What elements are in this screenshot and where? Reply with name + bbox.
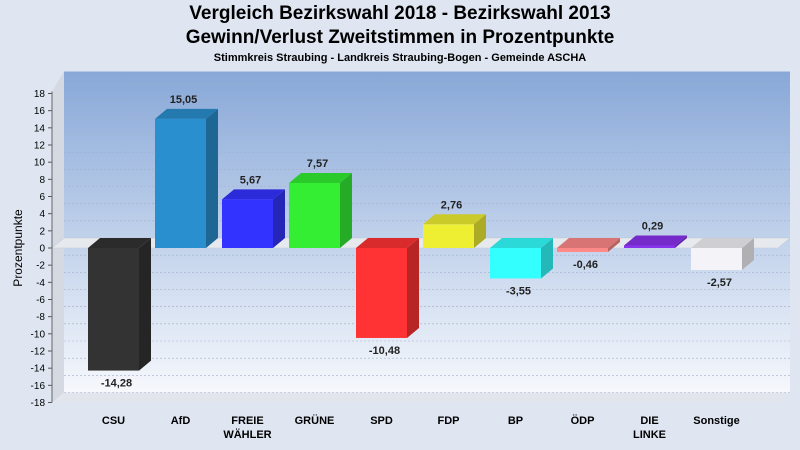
y-tick-label: 12 [34,141,46,152]
bar-top [624,235,687,246]
bar-top [88,238,151,248]
bar-side [608,238,620,252]
y-tick-label: -10 [31,329,46,340]
bar-2 [222,189,285,248]
y-tick-label: -14 [31,364,46,375]
value-label: 0,29 [642,221,663,233]
bar-0 [88,238,151,371]
bar-side [675,235,687,248]
bar-top [356,238,419,248]
bar-7 [557,238,620,252]
bar-top [691,238,754,248]
y-tick-label: -6 [36,295,45,306]
value-label: -3,55 [506,285,531,297]
bar-top [222,189,285,200]
bar-3 [289,173,352,248]
bar-1 [155,108,218,248]
value-label: -14,28 [101,378,132,390]
value-label: 15,05 [170,94,198,106]
bar-side [407,238,419,338]
bar-top [490,238,553,248]
category-label: AfD [171,415,191,427]
bar-front [423,224,474,248]
bar-front [691,248,742,271]
y-tick-label: 2 [39,226,45,237]
category-label: BP [508,415,523,427]
y-axis-label: Prozentpunkte [11,209,25,287]
bar-front [88,248,139,371]
bar-4 [356,238,419,338]
y-tick-label: -12 [31,347,46,358]
bar-front [490,248,541,279]
y-tick-label: -8 [36,312,45,323]
bar-top [155,108,218,119]
bar-5 [423,214,486,248]
bar-top [557,238,620,248]
bar-front [624,245,675,248]
bar-side [742,238,754,271]
bar-8 [624,235,687,248]
y-tick-label: 16 [34,106,46,117]
y-tick-label: 8 [39,175,45,186]
y-tick-label: 18 [34,89,46,100]
plot-side-wall [52,71,64,403]
y-tick-label: 0 [39,244,45,255]
y-tick-label: 6 [39,192,45,203]
bar-front [557,248,608,252]
bar-side [474,214,486,248]
y-tick-label: 4 [39,209,45,220]
category-label: FDP [438,415,460,427]
bar-9 [691,238,754,271]
category-label: LINKE [633,429,666,441]
category-label: DIE [640,415,658,427]
value-label: 2,76 [441,199,462,211]
category-label: Sonstige [693,415,739,427]
category-label: ÖDP [571,414,595,427]
category-label: WÄHLER [223,428,271,441]
value-label: -10,48 [369,345,400,357]
chart-title-line2: Gewinn/Verlust Zweitstimmen in Prozentpu… [185,27,615,48]
bar-front [222,199,273,248]
category-label: FREIE [231,415,263,427]
y-tick-label: -2 [36,261,45,272]
bar-side [206,108,218,248]
category-label: GRÜNE [295,414,335,427]
plot-floor [52,392,790,403]
category-label: SPD [370,415,393,427]
category-label: CSU [102,415,125,427]
value-label: 5,67 [240,174,261,186]
bar-top [289,173,352,184]
bar-side [340,173,352,248]
bar-side [139,238,151,371]
bar-side [273,189,285,248]
chart-subtitle: Stimmkreis Straubing - Landkreis Straubi… [213,52,587,64]
bar-front [356,248,407,338]
bar-6 [490,238,553,279]
chart-title-line1: Vergleich Bezirkswahl 2018 - Bezirkswahl… [189,3,611,24]
value-label: -0,46 [573,259,598,271]
y-tick-label: -4 [36,278,45,289]
bar-side [541,238,553,279]
bar-top [423,214,486,225]
y-tick-label: 14 [34,123,46,134]
value-label: 7,57 [307,158,328,170]
y-tick-label: -16 [31,381,46,392]
value-label: -2,57 [707,277,732,289]
bar-front [155,118,206,248]
y-tick-label: 10 [34,158,46,169]
chart-title-block: Vergleich Bezirkswahl 2018 - Bezirkswahl… [0,2,800,66]
y-tick-label: -18 [31,398,46,409]
bar-front [289,183,340,248]
